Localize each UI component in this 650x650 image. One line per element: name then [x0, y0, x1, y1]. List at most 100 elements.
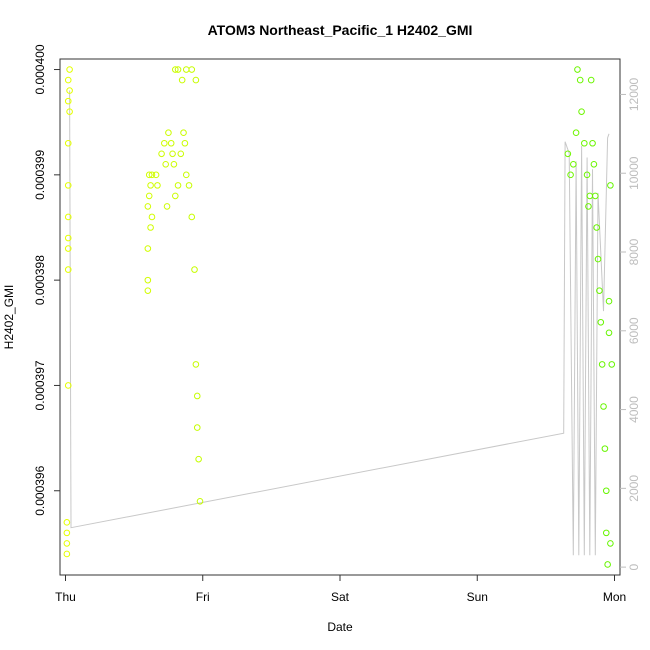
data-point [608, 361, 616, 368]
data-point [188, 213, 196, 221]
data-point [63, 519, 71, 526]
data-point [64, 76, 72, 84]
data-point [185, 182, 193, 189]
data-point [144, 287, 152, 294]
data-point [601, 445, 609, 452]
chart-title: ATOM3 Northeast_Pacific_1 H2402_GMI [208, 22, 473, 38]
x-tick-label: Fri [196, 590, 210, 604]
data-point [585, 203, 592, 210]
data-point [152, 171, 160, 179]
line-series-layer [69, 90, 610, 556]
data-point [195, 455, 202, 463]
altitude-line [69, 90, 610, 556]
data-point [171, 192, 179, 200]
data-point [170, 161, 178, 168]
data-point [602, 487, 610, 495]
data-point [574, 66, 581, 73]
data-point [147, 182, 154, 189]
data-point [590, 161, 598, 168]
data-point [64, 234, 72, 242]
y2-tick-label: 8000 [627, 238, 641, 265]
y2-tick-label: 10000 [627, 156, 641, 190]
data-point [64, 245, 72, 252]
scatter-points-layer [63, 66, 616, 568]
data-point [66, 108, 73, 115]
data-point [192, 76, 200, 84]
data-point [192, 361, 200, 368]
data-point [191, 266, 198, 273]
y2-tick-label: 12000 [627, 77, 641, 111]
data-point [600, 403, 607, 410]
data-point [188, 66, 196, 73]
data-point [182, 171, 190, 179]
data-point [147, 224, 154, 231]
x-tick-label: Sun [467, 590, 488, 604]
data-point [64, 97, 72, 105]
data-point [145, 171, 153, 179]
y-tick-label: 0.000397 [33, 360, 47, 410]
y-tick-label: 0.000398 [33, 255, 47, 305]
data-point [196, 497, 204, 505]
data-point [578, 108, 585, 115]
data-point [144, 245, 152, 252]
data-point [64, 266, 72, 273]
y-axis-label: H2402_GMI [2, 285, 16, 350]
data-point [178, 76, 186, 84]
data-point [163, 203, 171, 210]
data-point [66, 87, 73, 94]
data-point [165, 129, 172, 137]
data-point [605, 297, 613, 305]
data-point [167, 139, 175, 147]
data-point [193, 424, 201, 431]
data-point [162, 161, 169, 168]
y2-tick-label: 4000 [627, 396, 641, 423]
data-point [581, 139, 588, 147]
data-point [177, 150, 185, 158]
data-point [570, 161, 577, 168]
data-point [598, 361, 606, 368]
data-point [594, 255, 602, 263]
y2-tick-label: 0 [627, 563, 641, 570]
x-axis-label: Date [327, 620, 353, 634]
data-point [591, 192, 599, 200]
data-point [145, 192, 153, 200]
data-point [587, 76, 595, 84]
data-point [605, 329, 613, 337]
plot-area [59, 58, 621, 576]
data-point [161, 139, 168, 147]
data-point [596, 287, 603, 294]
data-point [583, 171, 591, 179]
data-point [63, 529, 71, 537]
data-point [597, 318, 605, 326]
data-point [564, 150, 572, 158]
data-point [158, 150, 165, 158]
y2-tick-label: 6000 [627, 317, 641, 344]
x-tick-label: Thu [55, 590, 76, 604]
y2-tick-label: 2000 [627, 475, 641, 502]
data-point [589, 139, 596, 147]
data-point [607, 182, 614, 189]
data-point [64, 382, 72, 389]
data-point [144, 203, 152, 210]
data-point [148, 171, 156, 179]
data-point [144, 276, 152, 284]
data-point [602, 529, 610, 537]
data-point [572, 129, 580, 137]
y-tick-label: 0.000399 [33, 149, 47, 199]
data-point [174, 182, 182, 189]
data-point [180, 129, 187, 137]
data-point [169, 150, 176, 158]
data-point [63, 540, 71, 547]
data-point [182, 66, 190, 73]
y-tick-label: 0.000400 [33, 44, 47, 94]
x-tick-label: Sat [331, 590, 350, 604]
data-point [64, 182, 72, 189]
x-tick-label: Mon [603, 590, 626, 604]
data-point [66, 66, 73, 73]
y-tick-label: 0.000396 [33, 465, 47, 515]
data-point [148, 213, 156, 221]
data-point [607, 540, 614, 547]
data-point [174, 66, 182, 73]
y-axis-right: 0 2000 4000 6000 8000 10000 12000 [620, 77, 641, 570]
y-axis-left: 0.000396 0.000397 0.000398 0.000399 0.000400 [33, 44, 60, 516]
